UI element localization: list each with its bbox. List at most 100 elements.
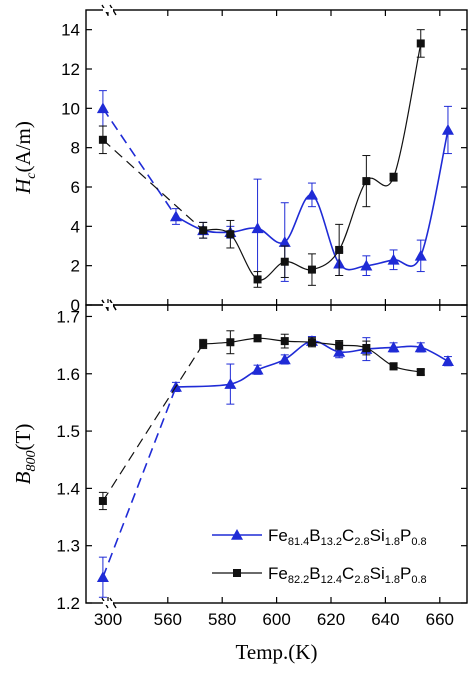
data-point [251, 222, 264, 234]
y-axis-subscript: c [24, 172, 39, 179]
series-triangle [96, 90, 454, 282]
data-point [387, 253, 400, 265]
data-point [224, 378, 237, 389]
data-point [416, 39, 425, 48]
data-point [98, 135, 107, 144]
data-point [362, 177, 371, 186]
legend-label-part: B [309, 526, 320, 545]
data-point [199, 226, 208, 235]
data-point [333, 345, 346, 357]
data-point [414, 341, 427, 353]
legend-marker [231, 529, 243, 540]
data-point [169, 210, 182, 222]
legend-label-part: 1.8 [385, 574, 400, 586]
x-tick-label: 620 [317, 610, 345, 629]
legend-label-part: 0.8 [411, 574, 426, 586]
legend-label-part: 13.2 [321, 536, 342, 548]
legend-label: Fe82.2B12.4C2.8Si1.8P0.8 [268, 564, 427, 586]
axis-break-gap [103, 8, 113, 12]
y-axis-symbol: B [11, 471, 35, 484]
y-axis-unit: (A/m) [11, 121, 35, 172]
data-point [280, 257, 289, 266]
legend-label-part: 2.8 [354, 536, 369, 548]
data-point [251, 363, 264, 375]
x-axis-title: Temp.(K) [236, 640, 318, 664]
legend-label-part: P [400, 526, 411, 545]
panel-top: 0 2 4 6 8 10 12 14 Hc(A/m) [11, 4, 468, 315]
y-tick-label: 10 [61, 99, 80, 118]
data-point [199, 339, 208, 348]
series-square [98, 29, 425, 288]
data-point [226, 338, 235, 347]
series-curve [175, 340, 449, 388]
data-point [307, 338, 316, 347]
series-square [98, 330, 425, 511]
legend: Fe81.4B13.2C2.8Si1.8P0.8Fe82.2B12.4C2.8S… [212, 526, 427, 586]
series-curve [203, 43, 422, 281]
legend-label-part: Si [370, 564, 385, 583]
series-curve-break [102, 343, 204, 502]
data-point [96, 571, 109, 583]
x-tick-label: 600 [262, 610, 290, 629]
data-point [253, 275, 262, 284]
legend-label-part: 82.2 [288, 574, 309, 586]
y-tick-label: 8 [71, 139, 80, 158]
y-tick-label: 4 [71, 217, 80, 236]
legend-label-part: Fe [268, 564, 288, 583]
data-point [96, 102, 109, 114]
y-tick-label: 14 [61, 21, 80, 40]
series-triangle [96, 335, 454, 598]
x-tick-label: 560 [154, 610, 182, 629]
data-point [441, 123, 454, 135]
y-tick-label: 1.4 [56, 479, 80, 498]
legend-label-part: P [400, 564, 411, 583]
legend-label-part: Si [370, 526, 385, 545]
data-point [441, 355, 454, 366]
y-axis-subscript: 800 [24, 451, 39, 472]
y-axis-title: Hc(A/m) [11, 121, 39, 195]
data-point [389, 362, 398, 371]
y-axis-unit: (T) [11, 424, 35, 451]
data-point [414, 249, 427, 261]
data-point [98, 496, 107, 505]
plot-frame [85, 304, 468, 604]
legend-label-part: C [342, 526, 354, 545]
data-point [305, 188, 318, 200]
legend-label-part: 2.8 [354, 574, 369, 586]
axis-break-gap [103, 303, 113, 307]
legend-label-part: B [309, 564, 320, 583]
legend-marker [233, 569, 241, 577]
series-curve-break [102, 139, 204, 231]
y-tick-label: 1.5 [56, 422, 80, 441]
legend-label-part: C [342, 564, 354, 583]
data-point [389, 173, 398, 182]
y-tick-label: 1.2 [56, 594, 80, 613]
data-point [360, 259, 373, 271]
legend-label-part: 81.4 [288, 536, 309, 548]
data-point [335, 245, 344, 254]
series-curve-break [102, 107, 177, 217]
x-tick-label: 660 [426, 610, 454, 629]
data-point [307, 265, 316, 274]
y-axis-symbol: H [11, 177, 35, 195]
y-tick-label: 0 [71, 296, 80, 315]
legend-label-part: 0.8 [411, 536, 426, 548]
axis-break-gap [103, 601, 113, 605]
x-tick-label: 580 [208, 610, 236, 629]
data-point [335, 341, 344, 350]
y-tick-label: 6 [71, 178, 80, 197]
y-tick-label: 1.7 [56, 307, 80, 326]
x-tick-label: 640 [371, 610, 399, 629]
legend-label-part: 1.8 [385, 536, 400, 548]
series-curve-break [102, 386, 177, 578]
x-tick-label: 300 [94, 610, 122, 629]
legend-label-part: 12.4 [321, 574, 342, 586]
data-point [280, 337, 289, 346]
legend-label: Fe81.4B13.2C2.8Si1.8P0.8 [268, 526, 427, 548]
y-tick-label: 12 [61, 60, 80, 79]
data-point [253, 334, 262, 343]
data-point [278, 236, 291, 247]
panel-bottom: 1.2 1.3 1.4 1.5 1.6 1.7 300 560 580 600 620 640 660 B… [11, 299, 468, 664]
data-point [387, 341, 400, 353]
data-point [416, 368, 425, 377]
